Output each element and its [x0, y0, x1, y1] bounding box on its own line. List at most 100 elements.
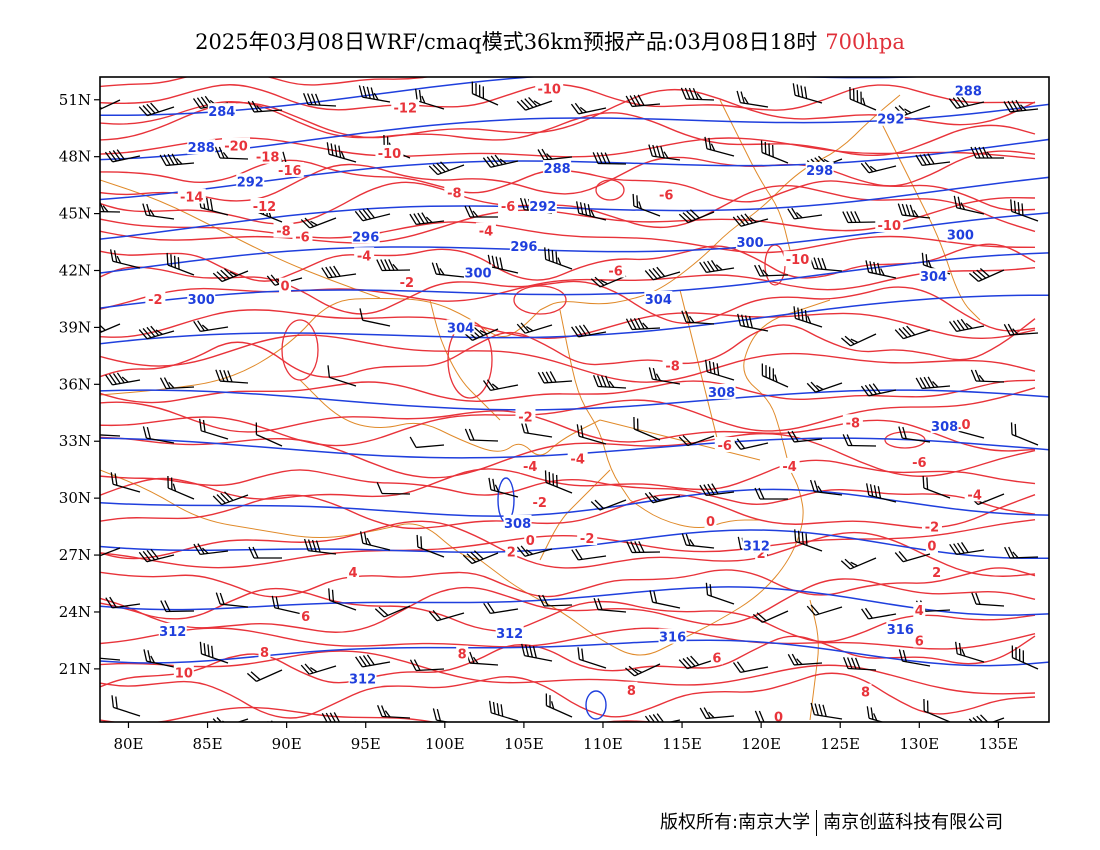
contour-label: -2 — [148, 293, 162, 308]
contour-label-bg — [275, 161, 304, 177]
contour-label-bg — [391, 99, 420, 115]
lon-tick-label: 95E — [351, 735, 381, 753]
wind-barb — [215, 592, 249, 608]
contour-label: 0 — [281, 280, 290, 295]
contour-label-bg — [946, 226, 975, 242]
wind-barb — [212, 268, 249, 283]
wind-barb — [699, 483, 735, 497]
wind-barb — [1004, 546, 1039, 559]
wind-barb — [678, 655, 715, 670]
wind-barb — [806, 381, 843, 393]
contour-label-bg — [605, 262, 626, 278]
height-contours — [100, 77, 1049, 720]
contour-label-bg — [921, 518, 942, 534]
contour-label-bg — [173, 664, 194, 680]
contour-label-bg — [529, 493, 550, 509]
wind-barb — [860, 161, 897, 174]
wind-barb — [327, 365, 357, 387]
temperature-isoline — [100, 243, 1036, 282]
border-line — [539, 94, 901, 311]
contour-label: 308 — [708, 386, 735, 401]
wind-barb — [705, 359, 735, 381]
temperature-isoline — [100, 432, 1036, 479]
contour-label-bg — [625, 681, 638, 697]
contour-label: 312 — [743, 540, 770, 555]
temperature-isoline — [100, 318, 1036, 378]
wind-barb — [968, 268, 1005, 282]
contour-label-bg — [779, 457, 800, 473]
footer-separator — [816, 810, 818, 836]
wind-barb — [482, 379, 519, 391]
height-isoline — [100, 212, 1049, 274]
temperature-isoline — [100, 379, 1036, 404]
wind-barb — [159, 377, 195, 390]
wind-barb — [271, 595, 303, 615]
wind-barb — [649, 590, 681, 609]
lat-tick-label: 51N — [59, 91, 91, 109]
wind-barb — [806, 604, 843, 616]
height-isoline — [100, 488, 1049, 517]
contour-label-bg — [250, 198, 279, 213]
wind-barb — [300, 217, 337, 229]
wind-barb — [699, 707, 735, 720]
contour-label-bg — [475, 222, 496, 238]
border-line — [479, 469, 804, 656]
lat-tick-label: 27N — [59, 546, 91, 564]
wind-barb — [142, 426, 175, 444]
wind-barb — [255, 422, 283, 447]
title-main: 2025年03月08日WRF/cmaq模式36km预报产品:03月08日18时 — [195, 30, 818, 54]
wind-barb — [644, 266, 681, 281]
wind-barb — [792, 83, 823, 104]
contour-label: -2 — [518, 411, 532, 426]
height-isoline — [100, 639, 1049, 667]
contour-label: 300 — [188, 293, 215, 308]
wind-barb — [861, 607, 897, 620]
wind-barb — [632, 193, 661, 217]
temperature-isoline — [100, 387, 1036, 447]
wind-barb — [321, 265, 357, 279]
contour-label-bg — [954, 82, 983, 98]
wind-barb — [159, 153, 195, 167]
contour-label-bg — [444, 184, 465, 200]
contour-label-bg — [158, 622, 187, 638]
wind-barb — [593, 375, 627, 389]
wind-barb — [570, 102, 607, 115]
contour-label: -10 — [786, 253, 810, 268]
lat-tick-label: 39N — [59, 318, 91, 336]
wind-barb — [915, 376, 951, 390]
wind-barb — [754, 487, 788, 500]
lon-tick-label: 110E — [583, 735, 623, 753]
wind-barb — [793, 306, 823, 328]
height-isoline — [100, 586, 1049, 616]
contour-label-bg — [253, 148, 282, 164]
wind-barb — [104, 149, 141, 163]
wind-barb — [971, 592, 1005, 607]
lon-tick-label: 120E — [741, 735, 781, 753]
wind-barb — [842, 211, 877, 224]
contour-label-bg — [710, 649, 723, 665]
height-isoline — [100, 529, 1049, 560]
wind-barb — [704, 136, 735, 157]
wind-barb — [489, 700, 519, 722]
wind-barb — [487, 254, 519, 274]
wind-barb — [842, 434, 877, 447]
wind-barb — [544, 470, 573, 494]
wind-barb — [571, 548, 607, 561]
temperature-isoline — [100, 218, 1036, 254]
wind-barb — [625, 317, 661, 331]
wind-barb — [948, 318, 985, 332]
map-frame — [99, 76, 1050, 723]
contour-label: -4 — [357, 249, 371, 264]
contour-label: 300 — [736, 236, 763, 251]
contour-label-bg — [292, 228, 313, 244]
contour-label-bg — [875, 216, 904, 232]
wind-barb — [571, 324, 607, 338]
temperature-isoline — [100, 519, 1036, 569]
wind-barb — [537, 148, 573, 161]
wind-barb — [948, 95, 985, 109]
wind-barb — [678, 435, 715, 447]
contour-label: 304 — [920, 270, 947, 285]
contour-label-bg — [464, 264, 493, 280]
contour-label: -12 — [253, 200, 277, 215]
lon-tick-label: 85E — [193, 735, 223, 753]
